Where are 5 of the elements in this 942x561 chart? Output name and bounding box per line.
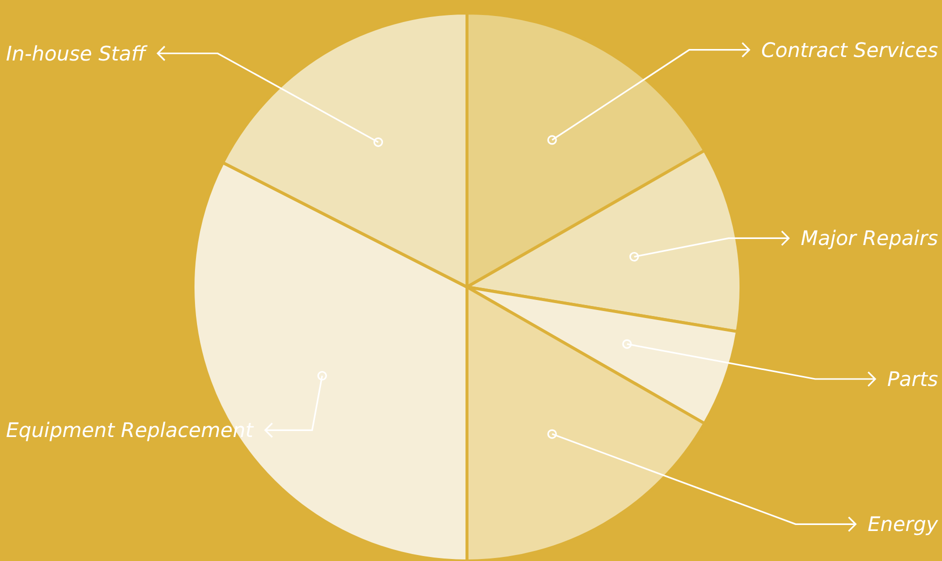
slice-label: Parts [887, 367, 938, 392]
slice-label: Major Repairs [800, 226, 938, 250]
slice-label: Energy [868, 512, 940, 536]
slice-label: In-house Staff [6, 41, 148, 66]
slice-label: Contract Services [761, 38, 938, 62]
